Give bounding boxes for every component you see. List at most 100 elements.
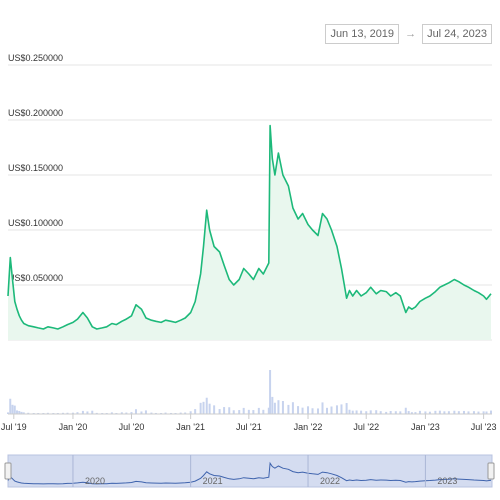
- x-tick-label: Jul '21: [236, 422, 262, 432]
- volume-bar: [228, 407, 231, 414]
- x-tick-label: Jan '21: [176, 422, 205, 432]
- volume-bar: [351, 410, 354, 414]
- volume-bar: [399, 411, 402, 414]
- arrow-right-icon: →: [405, 28, 417, 40]
- volume-bar: [120, 412, 123, 414]
- volume-bar: [61, 412, 64, 414]
- volume-bar: [340, 404, 343, 414]
- volume-bar: [467, 411, 470, 414]
- volume-bar: [321, 402, 324, 414]
- volume-bar: [307, 406, 310, 414]
- navigator[interactable]: 2020 2021 2022 2023: [4, 454, 495, 488]
- volume-bar: [414, 412, 417, 414]
- volume-bar: [81, 410, 84, 414]
- volume-bar: [13, 405, 16, 414]
- volume-bar: [164, 412, 167, 414]
- x-tick-label: Jan '22: [294, 422, 323, 432]
- volume-bar: [150, 412, 153, 414]
- volume-bar: [208, 403, 211, 414]
- x-tick-label: Jul '23: [471, 422, 497, 432]
- navigator-year-label: 2022: [320, 476, 340, 486]
- volume-bar: [407, 411, 410, 414]
- y-tick-label: US$0.100000: [8, 218, 63, 228]
- volume-bar: [457, 411, 460, 414]
- y-tick-label: US$0.150000: [8, 163, 63, 173]
- volume-bar: [389, 411, 392, 414]
- volume-bar: [184, 412, 187, 414]
- x-tick-label: Jul '22: [353, 422, 379, 432]
- volume-bar: [46, 412, 49, 414]
- volume-bar: [86, 411, 89, 414]
- volume-bar: [379, 411, 382, 414]
- volume-bar: [316, 408, 319, 414]
- x-tick-label: Jul '19: [1, 422, 27, 432]
- volume-bar: [22, 412, 25, 414]
- volume-bar: [257, 407, 260, 414]
- volume-bar: [20, 411, 23, 414]
- end-date-input[interactable]: Jul 24, 2023: [422, 24, 492, 44]
- volume-bar: [11, 404, 14, 414]
- navigator-year-label: 2020: [85, 476, 105, 486]
- volume-bar: [355, 410, 358, 414]
- volume-bar: [170, 412, 173, 414]
- volume-bar: [247, 409, 250, 414]
- volume-bar: [125, 412, 128, 414]
- volume-bar: [291, 402, 294, 414]
- volume-bar: [477, 411, 480, 414]
- volume-bar: [330, 406, 333, 414]
- x-tick-label: Jan '20: [59, 422, 88, 432]
- volume-bar: [273, 402, 276, 414]
- volume-bar: [360, 410, 363, 414]
- volume-bar: [189, 411, 192, 414]
- volume-bar: [271, 396, 274, 414]
- volume-bar: [218, 409, 221, 414]
- volume-bar: [424, 411, 427, 414]
- volume-bar: [453, 410, 456, 414]
- volume-bar: [199, 402, 202, 414]
- volume-bar: [110, 412, 113, 414]
- volume-bar: [130, 412, 133, 414]
- volume-bar: [76, 412, 79, 414]
- volume-bar: [325, 407, 328, 414]
- volume-bar: [205, 397, 208, 414]
- y-tick-label: US$0.200000: [8, 108, 63, 118]
- volume-bar: [434, 410, 437, 414]
- navigator-left-handle[interactable]: [4, 462, 12, 480]
- x-axis: Jul '19 Jan '20 Jul '20 Jan '21 Jul '21 Jan '…: [1, 413, 497, 432]
- volume-bar: [438, 410, 441, 414]
- volume-bar: [375, 410, 378, 414]
- volume-bar: [144, 410, 147, 414]
- volume-bar: [281, 401, 284, 414]
- volume-bar: [365, 411, 368, 414]
- volume-bar: [134, 409, 137, 414]
- volume-bar: [287, 404, 290, 414]
- navigator-year-label: 2021: [203, 476, 223, 486]
- x-tick-label: Jan '23: [411, 422, 440, 432]
- volume-bar: [7, 412, 9, 414]
- volume-bar: [404, 407, 407, 414]
- volume-bar: [267, 407, 270, 414]
- volume-bar: [490, 410, 492, 414]
- navigator-right-handle[interactable]: [487, 462, 495, 480]
- volume-bar: [335, 405, 338, 414]
- volume-bar: [345, 403, 348, 414]
- volume-bar: [154, 412, 157, 414]
- volume-bar: [269, 370, 272, 414]
- volume-bar: [485, 411, 488, 414]
- volume-bar: [223, 407, 226, 414]
- volume-bar: [462, 410, 465, 414]
- start-date-input[interactable]: Jun 13, 2019: [325, 24, 400, 44]
- volume-bar: [71, 412, 74, 414]
- y-tick-label: US$0.050000: [8, 273, 63, 283]
- date-range-picker: Jun 13, 2019 → Jul 24, 2023: [325, 24, 492, 44]
- volume-bar: [301, 407, 304, 414]
- price-line: [7, 124, 492, 330]
- volume-bar: [91, 410, 94, 414]
- volume-bar: [394, 411, 397, 414]
- volume-bar: [194, 409, 197, 414]
- volume-bar: [140, 411, 143, 414]
- volume-bar: [348, 409, 351, 414]
- volume-bar: [369, 410, 372, 414]
- volume-bar: [277, 400, 280, 414]
- volume-bar: [179, 412, 182, 414]
